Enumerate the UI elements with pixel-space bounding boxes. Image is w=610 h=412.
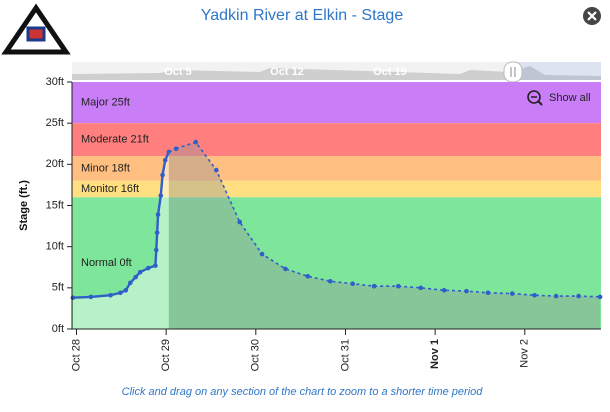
point xyxy=(509,291,515,296)
reset-button[interactable]: Show all xyxy=(527,90,591,106)
point xyxy=(137,269,143,275)
band-label: Monitor 16ft xyxy=(81,183,139,195)
band-label: Minor 18ft xyxy=(81,162,130,174)
point xyxy=(162,157,168,163)
point xyxy=(153,263,158,268)
point xyxy=(154,230,160,235)
area xyxy=(168,142,601,329)
point xyxy=(485,290,491,296)
point xyxy=(133,274,138,280)
x-tick-label: Nov 2 xyxy=(519,339,531,368)
plot-band xyxy=(72,123,601,157)
point xyxy=(553,293,559,299)
point xyxy=(193,139,199,145)
y-tick-label: 20ft xyxy=(46,158,64,170)
x-tick-label: Oct 29 xyxy=(160,339,172,371)
logo xyxy=(1,3,71,55)
point xyxy=(371,283,377,289)
point xyxy=(214,167,219,173)
point xyxy=(441,288,447,293)
y-tick-label: 15ft xyxy=(46,199,64,211)
reset-label[interactable]: Show all xyxy=(549,92,591,104)
navigator-label: Oct 12 xyxy=(270,66,304,78)
plot-band xyxy=(72,156,601,181)
point xyxy=(160,172,165,178)
x-tick-label: Oct 28 xyxy=(70,339,82,371)
chart-title: Yadkin River at Elkin - Stage xyxy=(201,7,404,24)
point xyxy=(70,295,76,301)
navigator-label: Oct 5 xyxy=(164,66,192,78)
band-label: Major 25ft xyxy=(81,96,130,108)
footer-note: Click and drag on any section of the cha… xyxy=(122,386,484,398)
x-tick-label: Nov 1 xyxy=(429,339,441,369)
y-tick-label: 10ft xyxy=(46,241,64,253)
plot-band xyxy=(72,82,601,124)
navigator[interactable] xyxy=(72,61,601,83)
point xyxy=(259,251,265,257)
navigator-label: Oct 19 xyxy=(373,66,407,78)
close-button[interactable] xyxy=(583,7,601,25)
y-tick-label: 30ft xyxy=(46,76,64,88)
point xyxy=(576,293,581,299)
point xyxy=(597,294,603,300)
point xyxy=(464,288,469,294)
y-tick-label: 25ft xyxy=(46,117,64,129)
point xyxy=(118,290,123,296)
point xyxy=(327,278,333,284)
band-label: Moderate 21ft xyxy=(81,134,149,146)
point xyxy=(418,285,424,291)
x-tick-label: Oct 30 xyxy=(250,339,262,371)
point xyxy=(350,281,355,287)
point xyxy=(396,283,401,289)
y-axis-title: Stage (ft.) xyxy=(18,180,30,231)
point xyxy=(127,280,133,286)
point xyxy=(173,146,179,151)
plot-band xyxy=(72,197,601,329)
x-tick-label: Oct 31 xyxy=(339,339,351,371)
y-tick-label: 0ft xyxy=(52,323,64,335)
line xyxy=(175,141,601,298)
point xyxy=(153,247,159,253)
point xyxy=(108,292,113,298)
point xyxy=(305,274,311,279)
point xyxy=(158,193,164,198)
band-label: Normal 0ft xyxy=(81,257,132,269)
plot-band xyxy=(72,180,601,198)
y-tick-label: 5ft xyxy=(52,282,64,294)
point xyxy=(283,266,288,272)
point xyxy=(123,288,129,293)
point xyxy=(88,294,94,300)
point xyxy=(237,219,242,225)
area xyxy=(72,151,169,329)
point xyxy=(145,265,151,271)
point xyxy=(532,292,537,298)
point xyxy=(155,212,161,217)
